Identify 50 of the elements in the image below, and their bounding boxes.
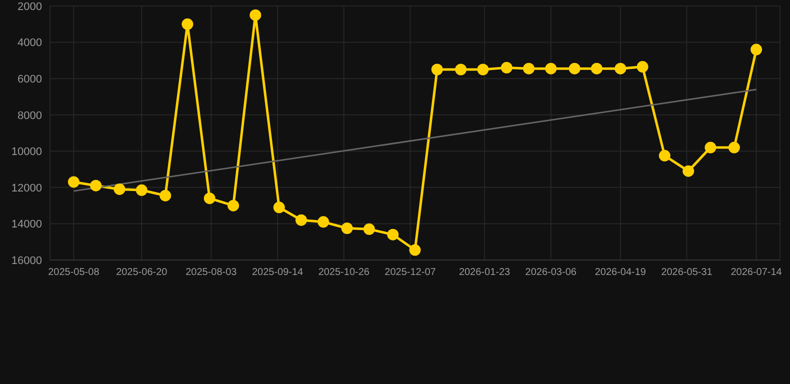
- point: [682, 165, 694, 177]
- y-tick-label: 4000: [18, 37, 42, 50]
- x-tick-label: 2025-12-07: [384, 267, 436, 278]
- point: [341, 222, 353, 234]
- point: [455, 64, 467, 76]
- point: [750, 44, 762, 56]
- point: [114, 183, 126, 195]
- point: [477, 64, 489, 76]
- point: [228, 200, 240, 212]
- point: [250, 9, 262, 21]
- x-tick-label: 2026-07-14: [730, 267, 782, 278]
- point: [614, 62, 626, 74]
- y-tick-label: 8000: [18, 110, 42, 122]
- x-tick-label: 2026-01-23: [458, 267, 511, 278]
- point: [545, 62, 557, 74]
- point: [90, 180, 102, 192]
- point: [387, 228, 399, 240]
- y-tick-label: 6000: [18, 73, 42, 86]
- point: [568, 62, 580, 74]
- x-tick-label: 2026-03-06: [525, 267, 577, 278]
- point: [204, 192, 216, 204]
- point: [363, 223, 375, 235]
- point: [590, 62, 602, 74]
- x-tick-label: 2025-08-03: [186, 267, 238, 278]
- x-tick-label: 2026-05-31: [661, 267, 713, 278]
- point: [160, 190, 172, 202]
- point: [523, 62, 535, 74]
- point: [658, 150, 670, 162]
- x-tick-label: 2025-06-20: [116, 267, 168, 278]
- point: [409, 244, 421, 256]
- point: [500, 62, 512, 74]
- point: [431, 64, 443, 76]
- x-tick-label: 2025-10-26: [318, 267, 370, 278]
- x-tick-label: 2025-09-14: [252, 267, 304, 278]
- x-tick-label: 2025-05-08: [48, 267, 100, 278]
- point: [295, 214, 307, 226]
- point: [273, 202, 285, 214]
- y-tick-label: 16000: [11, 254, 42, 267]
- point: [704, 142, 716, 154]
- point: [728, 142, 740, 154]
- point: [318, 216, 330, 228]
- y-tick-label: 2000: [18, 0, 42, 13]
- point: [636, 61, 648, 73]
- point: [136, 184, 148, 196]
- x-tick-label: 2026-04-19: [594, 267, 646, 278]
- point: [68, 176, 80, 188]
- y-tick-label: 10000: [11, 146, 42, 158]
- y-tick-label: 12000: [11, 182, 42, 194]
- y-tick-label: 14000: [11, 218, 42, 231]
- point: [182, 18, 194, 30]
